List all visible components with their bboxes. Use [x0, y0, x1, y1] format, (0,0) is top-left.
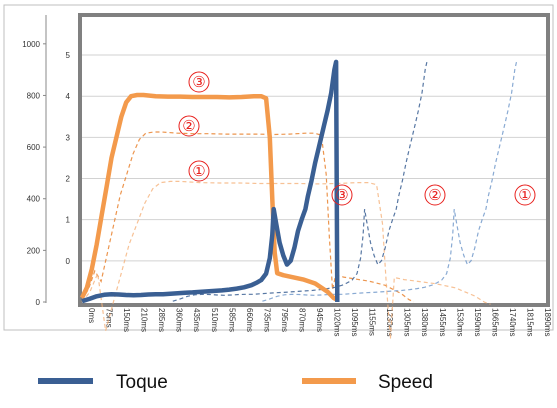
torque-reference-trace	[262, 61, 518, 302]
x-tick-label: 870ms	[297, 308, 306, 332]
x-tick-label: 1455ms	[438, 308, 447, 336]
series-line-toque	[81, 59, 340, 304]
left-tick-label: 0	[36, 298, 41, 307]
x-tick-label: 1890ms	[543, 308, 552, 336]
x-tick-label: 1155ms	[368, 308, 377, 336]
x-tick-label: 1380ms	[420, 308, 429, 336]
left-tick-label: 200	[27, 246, 41, 255]
right-tick-label: 3	[66, 133, 71, 142]
right-tick-label: 2	[66, 175, 71, 184]
right-tick-label: 5	[66, 51, 71, 60]
x-tick-label: 1020ms	[333, 308, 342, 336]
legend: Toque Speed	[38, 372, 433, 393]
right-tick-label: 4	[66, 92, 71, 101]
x-tick-label: 1590ms	[473, 308, 482, 336]
annotation-circle	[424, 184, 446, 206]
speed-reference-trace	[81, 131, 415, 303]
annotation-circle	[178, 115, 200, 137]
x-tick-label: 795ms	[280, 308, 289, 332]
x-tick-label: 1815ms	[525, 308, 534, 336]
speed-reference-trace	[81, 180, 491, 340]
left-tick-label: 600	[27, 143, 41, 152]
x-tick-label: 660ms	[245, 308, 254, 332]
x-axis: 0ms 75ms 150ms 210ms 285ms 360ms 435ms 510ms 585…	[87, 308, 552, 336]
annotation-label: ①	[192, 163, 205, 180]
legend-label-speed: Speed	[378, 372, 433, 393]
x-tick-label: 285ms	[157, 308, 166, 332]
x-tick-label: 735ms	[262, 308, 271, 332]
annotation-circle	[514, 184, 536, 206]
x-tick-label: 150ms	[122, 308, 131, 332]
x-tick-label: 435ms	[192, 308, 201, 332]
x-tick-label: 1305ms	[403, 308, 412, 336]
annotation-circle	[188, 160, 210, 182]
annotations: ③ ② ① ③ ② ①	[178, 71, 536, 206]
annotation-circle	[188, 71, 210, 93]
series-layer	[79, 59, 518, 340]
annotation-label: ①	[518, 187, 531, 204]
right-axis: 0 1 2 3 4 5	[66, 51, 71, 266]
x-tick-label: 945ms	[315, 308, 324, 332]
legend-label-toque: Toque	[116, 372, 168, 393]
series-line-speed	[79, 92, 339, 302]
x-tick-label: 1665ms	[490, 308, 499, 336]
grid	[82, 54, 546, 262]
x-tick-label: 360ms	[175, 308, 184, 332]
annotation-label: ②	[428, 187, 441, 204]
x-tick-label: 1530ms	[455, 308, 464, 336]
x-tick-label: 1740ms	[508, 308, 517, 336]
x-tick-label: 0ms	[87, 308, 96, 323]
annotation-label: ③	[192, 74, 205, 91]
annotation-circle	[331, 184, 353, 206]
x-tick-label: 1095ms	[350, 308, 359, 336]
right-tick-label: 1	[66, 216, 71, 225]
left-tick-label: 1000	[22, 40, 40, 49]
x-tick-label: 585ms	[227, 308, 236, 332]
torque-reference-trace	[172, 61, 428, 302]
left-tick-label: 800	[27, 91, 41, 100]
x-tick-label: 210ms	[140, 308, 149, 332]
left-axis: 0 200 400 600 800 1000	[22, 15, 47, 307]
annotation-label: ③	[335, 187, 348, 204]
annotation-label: ②	[182, 118, 195, 135]
left-tick-label: 400	[27, 195, 41, 204]
right-tick-label: 0	[66, 257, 71, 266]
x-tick-label: 75ms	[105, 308, 114, 328]
x-tick-label: 510ms	[210, 308, 219, 332]
